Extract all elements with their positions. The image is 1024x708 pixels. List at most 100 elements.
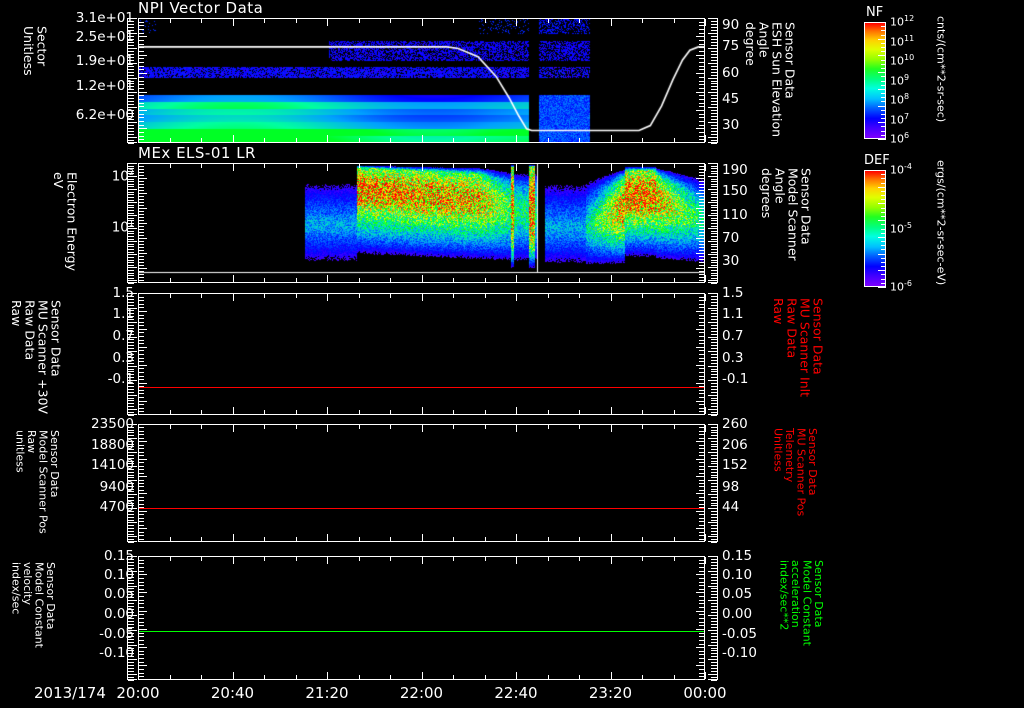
tick-mark [711, 60, 717, 61]
axis-tick-label: 108 [890, 92, 910, 107]
tick-mark [711, 618, 717, 619]
tick-mark [127, 679, 137, 680]
tick-mark [127, 414, 137, 415]
tick-mark [711, 606, 717, 607]
tick-mark [711, 668, 717, 669]
tick-mark [711, 636, 717, 637]
tick-mark [711, 233, 717, 234]
tick-mark [711, 236, 717, 237]
tick-mark [708, 228, 717, 229]
tick-mark [711, 220, 717, 221]
tick-mark [711, 265, 717, 266]
tick-mark [128, 262, 134, 263]
axis-tick-label: 0.3 [112, 349, 134, 366]
tick-mark [711, 273, 717, 274]
tick-mark [711, 72, 717, 73]
tick-mark [128, 392, 134, 393]
tick-mark [708, 107, 717, 108]
tick-mark [708, 241, 717, 242]
tick-mark [708, 254, 717, 255]
axis-tick-label: 0.7 [722, 327, 744, 344]
tick-mark [705, 275, 706, 282]
tick-mark [711, 363, 717, 364]
axis-tick-label: 109 [890, 72, 910, 88]
tick-mark [128, 205, 134, 206]
tick-mark [708, 466, 717, 467]
panel-3-trace [139, 387, 704, 388]
tick-mark [128, 104, 134, 105]
tick-mark [708, 414, 718, 415]
tick-mark [128, 677, 134, 678]
tick-mark [708, 395, 717, 396]
tick-mark [127, 163, 137, 164]
tick-mark [711, 627, 717, 628]
tick-mark [705, 164, 706, 171]
tick-mark [711, 633, 717, 634]
panel-5-left-axis-label: Sensor Data Model Constant velocity inde… [9, 562, 58, 648]
tick-mark [711, 21, 717, 22]
tick-mark [127, 282, 137, 283]
axis-tick-label: 3.1e+01 [75, 10, 134, 26]
tick-mark [128, 27, 134, 28]
axis-tick-label: 30 [722, 253, 740, 270]
tick-mark [711, 357, 717, 358]
tick-mark [127, 142, 137, 143]
tick-mark [128, 192, 134, 193]
tick-mark [711, 348, 717, 349]
tick-mark [711, 226, 717, 227]
tick-mark [128, 497, 134, 498]
tick-mark [708, 615, 717, 616]
tick-mark [711, 186, 717, 187]
time-axis-tick: 21:20 [305, 684, 349, 702]
time-axis-tick: 22:00 [399, 684, 444, 702]
tick-mark [711, 559, 717, 560]
tick-mark [708, 600, 717, 601]
tick-mark [128, 128, 134, 129]
tick-mark [708, 142, 718, 143]
tick-mark [128, 75, 134, 76]
tick-mark [711, 275, 717, 276]
axis-tick-label: 0.7 [112, 327, 134, 344]
tick-mark [708, 424, 718, 425]
tick-mark [711, 639, 717, 640]
tick-mark [128, 213, 134, 214]
axis-tick-label: 70 [722, 230, 740, 246]
tick-mark [711, 609, 717, 610]
tick-mark [711, 455, 717, 456]
tick-mark [711, 505, 717, 506]
time-axis-tick: 23:20 [588, 684, 633, 702]
tick-mark [128, 432, 134, 433]
tick-mark [711, 69, 717, 70]
tick-mark [128, 197, 134, 198]
tick-mark [708, 163, 717, 164]
tick-mark [711, 444, 717, 445]
tick-mark [711, 472, 717, 473]
tick-mark [711, 325, 717, 326]
tick-mark [711, 594, 717, 595]
tick-mark [717, 293, 718, 415]
tick-mark [128, 522, 137, 523]
tick-mark [711, 166, 717, 167]
tick-mark [128, 400, 134, 401]
tick-mark [705, 534, 706, 541]
tick-mark [128, 455, 134, 456]
tick-mark [128, 369, 134, 370]
tick-mark [708, 674, 717, 675]
axis-tick-label: 0.05 [722, 586, 753, 603]
tick-mark [711, 671, 717, 672]
axis-tick-label: 14100 [91, 457, 134, 474]
tick-mark [708, 659, 717, 660]
tick-mark [127, 541, 137, 542]
tick-mark [708, 293, 717, 294]
tick-mark [711, 520, 717, 521]
panel-1-right-axis-label: Sensor Data ESH Sun Elevation Angle degr… [743, 22, 798, 138]
tick-mark [128, 137, 137, 138]
tick-mark [128, 665, 134, 666]
axis-tick-label: 206 [722, 436, 748, 453]
tick-mark [128, 539, 134, 540]
tick-mark [711, 371, 717, 372]
tick-mark [708, 556, 717, 557]
tick-mark [711, 36, 717, 37]
axis-tick-label: 1.2e+01 [75, 78, 134, 95]
